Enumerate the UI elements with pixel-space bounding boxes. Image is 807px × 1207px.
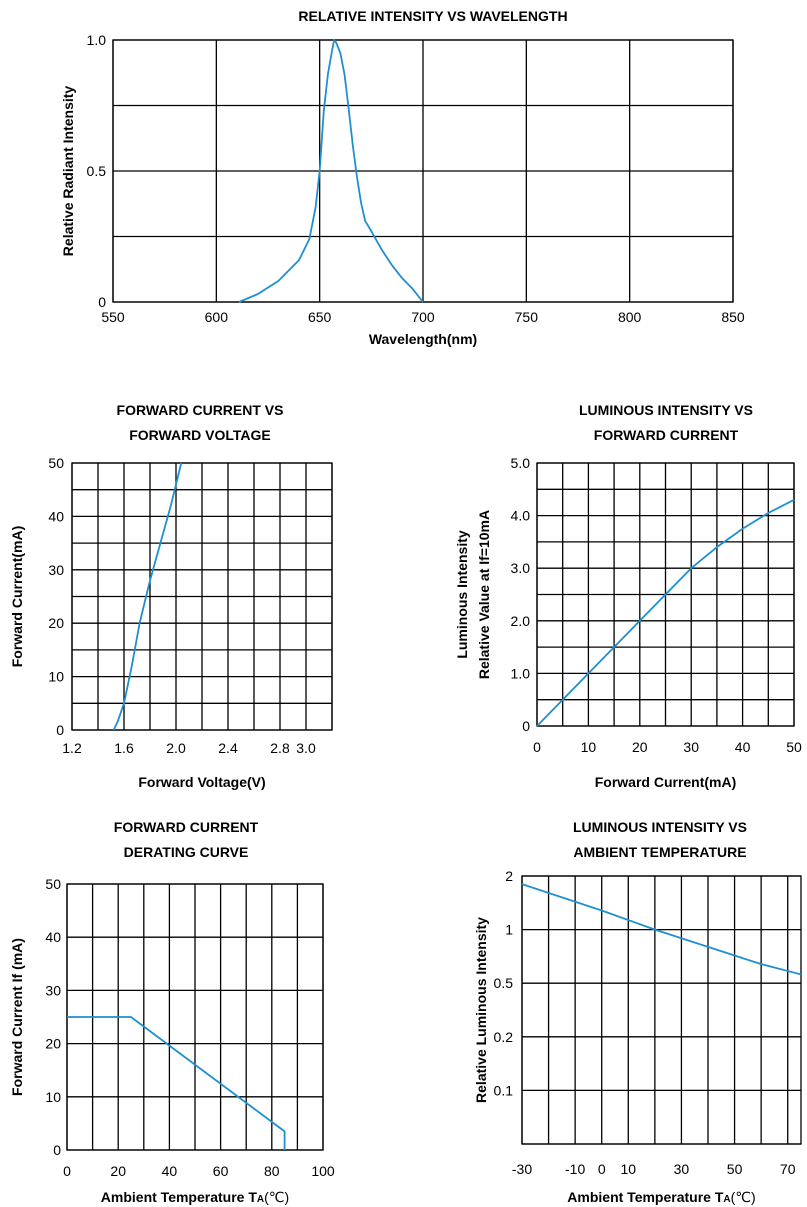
x-tick-label: 50 [786,739,802,755]
y-axis-label: Forward Current If (mA) [9,938,25,1096]
x-tick-label: 600 [205,309,229,325]
chart-title: AMBIENT TEMPERATURE [573,844,746,860]
y-tick-label: 30 [45,982,61,998]
chart-luminous-intensity-vs-forward-current: 0 10 20 30 40 50 0 1.0 2.0 3.0 4.0 5.0 LUMINOUS INTE… [454,402,802,790]
chart-title: LUMINOUS INTENSITY VS [579,402,753,418]
x-tick-label: 30 [683,739,699,755]
y-tick-label: 30 [48,562,64,578]
x-tick-label: 20 [110,1163,126,1179]
y-tick-label: 2 [505,868,513,884]
y-tick-label: 0.1 [494,1082,514,1098]
chart-title: DERATING CURVE [124,844,249,860]
series-line-0 [536,499,795,727]
y-tick-label: 0 [56,722,64,738]
x-tick-label: 40 [162,1163,178,1179]
y-tick-label: 1.0 [511,665,531,681]
y-tick-label: 1.0 [87,32,107,48]
chart-luminous-intensity-vs-ambient-temperature: -30 -10 0 10 30 50 70 0.1 0.2 0.5 1 2 LUMINOUS INTEN… [473,819,802,1205]
y-tick-label: 50 [48,455,64,471]
chart-relative-intensity-vs-wavelength: 550 600 650 700 750 800 850 0 0.5 1.0 RELATIVE INT… [60,8,745,347]
y-tick-label: 0.5 [87,163,107,179]
chart-title: LUMINOUS INTENSITY VS [573,819,747,835]
x-tick-label: 1.6 [114,740,134,756]
x-tick-label: 800 [618,309,642,325]
chart-forward-current-derating-curve: 0 20 40 60 80 100 0 10 20 30 40 50 FORWARD CURRENT DE… [9,819,335,1205]
x-tick-label: 700 [411,309,435,325]
y-tick-label: 40 [45,929,61,945]
x-tick-label: 30 [674,1161,690,1177]
y-tick-label: 0 [53,1142,61,1158]
chart-forward-current-vs-forward-voltage: 1.2 1.6 2.0 2.4 2.8 3.0 0 10 20 30 40 50 FORWARD CUR… [9,402,333,790]
y-axis-label: Forward Current(mA) [9,526,25,668]
grid [71,462,333,731]
x-axis-label: Forward Current(mA) [595,774,737,790]
chart-title: FORWARD CURRENT VS [117,402,284,418]
y-tick-label: 40 [48,508,64,524]
x-tick-label: 2.8 [270,740,290,756]
x-tick-label: 2.4 [218,740,238,756]
x-axis-label: Ambient Temperature TA(℃) [101,1189,289,1205]
series-line-0 [521,883,802,976]
y-tick-label: 3.0 [511,560,531,576]
y-tick-label: 5.0 [511,455,531,471]
x-axis-label: Forward Voltage(V) [138,774,265,790]
series-line-0 [112,462,183,731]
y-axis-label: Relative Radiant Intensity [60,86,76,257]
y-tick-label: 0 [522,718,530,734]
y-tick-label: 0.5 [494,975,514,991]
y-tick-label: 10 [48,669,64,685]
x-tick-label: 0 [533,739,541,755]
y-tick-label: 20 [45,1036,61,1052]
x-tick-label: 750 [515,309,539,325]
x-tick-label: 80 [264,1163,280,1179]
y-tick-label: 20 [48,615,64,631]
grid [521,875,801,1145]
y-axis-label: Relative Luminous Intensity [473,917,489,1103]
y-tick-label: 0.2 [494,1029,514,1045]
x-tick-label: 20 [632,739,648,755]
y-tick-label: 0 [98,294,106,310]
x-axis-label: Wavelength(nm) [369,331,477,347]
chart-title: FORWARD CURRENT [114,819,259,835]
y-tick-label: 4.0 [511,508,531,524]
x-tick-label: 10 [581,739,597,755]
x-tick-label: 10 [620,1161,636,1177]
plot-frame [521,875,802,1145]
x-axis-label: Ambient Temperature TA(℃) [567,1189,755,1205]
series-line-0 [67,1016,286,1150]
chart-title: FORWARD CURRENT [594,427,739,443]
x-tick-label: 3.0 [296,740,316,756]
y-tick-label: 2.0 [511,613,531,629]
x-tick-label: 60 [213,1163,229,1179]
y-tick-label: 10 [45,1089,61,1105]
series-line-0 [238,39,424,303]
x-tick-label: -10 [565,1161,585,1177]
x-tick-label: -30 [512,1161,532,1177]
x-tick-label: 50 [727,1161,743,1177]
plot-frame [536,462,795,727]
x-tick-label: 550 [101,309,125,325]
x-tick-label: 100 [311,1163,335,1179]
chart-title: FORWARD VOLTAGE [129,427,271,443]
y-tick-label: 1 [505,922,513,938]
x-tick-label: 650 [308,309,332,325]
plot-frame [71,462,333,731]
grid [112,39,734,303]
x-tick-label: 40 [735,739,751,755]
y-axis-label: Relative Value at If=10mA [476,510,492,679]
x-tick-label: 1.2 [62,740,82,756]
x-tick-label: 0 [63,1163,71,1179]
x-tick-label: 0 [598,1161,606,1177]
chart-title: RELATIVE INTENSITY VS WAVELENGTH [298,8,567,24]
y-axis-label: Luminous Intensity [454,530,470,659]
x-tick-label: 850 [721,309,745,325]
x-tick-label: 70 [780,1161,796,1177]
x-tick-label: 2.0 [166,740,186,756]
y-tick-label: 50 [45,876,61,892]
